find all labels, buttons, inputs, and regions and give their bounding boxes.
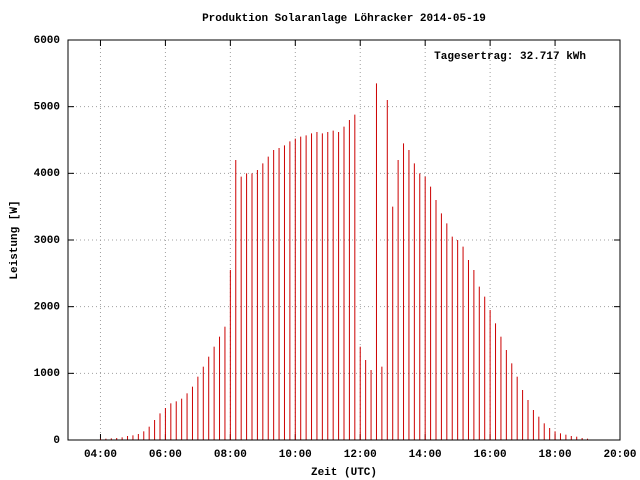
- annotation: Tagesertrag: 32.717 kWh: [434, 51, 586, 63]
- x-tick-label: 10:00: [279, 449, 312, 461]
- y-tick-label: 3000: [34, 235, 60, 247]
- y-tick-label: 2000: [34, 302, 60, 314]
- x-tick-label: 08:00: [214, 449, 247, 461]
- x-tick-label: 14:00: [409, 449, 442, 461]
- x-tick-label: 12:00: [344, 449, 377, 461]
- x-tick-label: 16:00: [474, 449, 507, 461]
- x-tick-label: 06:00: [149, 449, 182, 461]
- y-tick-label: 0: [53, 435, 60, 447]
- y-axis-label: Leistung [W]: [9, 200, 21, 279]
- y-tick-label: 6000: [34, 35, 60, 47]
- x-tick-label: 04:00: [84, 449, 117, 461]
- x-tick-label: 18:00: [539, 449, 572, 461]
- y-tick-label: 1000: [34, 368, 60, 380]
- x-axis-label: Zeit (UTC): [311, 467, 377, 479]
- chart-title: Produktion Solaranlage Löhracker 2014-05…: [202, 13, 486, 25]
- y-tick-label: 5000: [34, 102, 60, 114]
- x-tick-label: 20:00: [603, 449, 636, 461]
- y-tick-label: 4000: [34, 168, 60, 180]
- plot-frame: [67, 39, 621, 441]
